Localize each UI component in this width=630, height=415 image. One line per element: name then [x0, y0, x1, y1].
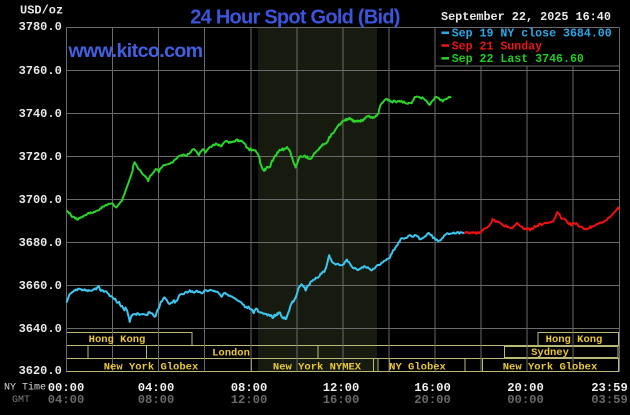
svg-text:04:00: 04:00 — [138, 381, 175, 395]
svg-text:www.kitco.com: www.kitco.com — [68, 40, 203, 62]
svg-text:New York Globex: New York Globex — [503, 361, 598, 373]
svg-text:23:59: 23:59 — [591, 381, 628, 395]
svg-text:08:00: 08:00 — [138, 393, 175, 407]
svg-text:GMT: GMT — [12, 395, 30, 406]
svg-text:3760.0: 3760.0 — [19, 64, 62, 78]
svg-text:NY Globex: NY Globex — [389, 361, 446, 373]
svg-text:USD/oz: USD/oz — [20, 4, 63, 18]
svg-text:New York Globex: New York Globex — [104, 361, 199, 373]
svg-text:Sep 21 Sunday: Sep 21 Sunday — [452, 40, 542, 53]
svg-text:04:00: 04:00 — [48, 393, 85, 407]
svg-text:New York NYMEX: New York NYMEX — [273, 361, 362, 373]
svg-text:Sep 19 NY close 3684.00: Sep 19 NY close 3684.00 — [452, 28, 612, 41]
svg-text:16:00: 16:00 — [414, 381, 451, 395]
svg-text:Hong Kong: Hong Kong — [546, 334, 603, 346]
svg-text:3740.0: 3740.0 — [19, 107, 62, 121]
svg-text:3700.0: 3700.0 — [19, 193, 62, 207]
svg-text:16:00: 16:00 — [323, 393, 360, 407]
svg-text:Sep 22 Last 3746.60: Sep 22 Last 3746.60 — [452, 53, 584, 66]
svg-text:00:00: 00:00 — [48, 381, 85, 395]
svg-text:12:00: 12:00 — [231, 393, 268, 407]
svg-text:00:00: 00:00 — [507, 393, 544, 407]
svg-text:08:00: 08:00 — [231, 381, 268, 395]
svg-text:3660.0: 3660.0 — [19, 279, 62, 293]
svg-text:London: London — [212, 348, 250, 360]
svg-text:3680.0: 3680.0 — [19, 236, 62, 250]
svg-text:Sydney: Sydney — [531, 347, 570, 359]
svg-text:03:59: 03:59 — [591, 393, 628, 407]
svg-text:3720.0: 3720.0 — [19, 150, 62, 164]
svg-text:NY Time: NY Time — [4, 382, 46, 394]
svg-text:September 22, 2025 16:40: September 22, 2025 16:40 — [441, 10, 611, 24]
svg-text:24 Hour Spot Gold (Bid): 24 Hour Spot Gold (Bid) — [190, 7, 399, 29]
svg-text:3640.0: 3640.0 — [19, 322, 62, 336]
svg-text:3780.0: 3780.0 — [19, 20, 62, 34]
svg-text:20:00: 20:00 — [507, 381, 544, 395]
svg-text:12:00: 12:00 — [323, 381, 360, 395]
svg-text:Hong Kong: Hong Kong — [89, 334, 146, 346]
svg-text:20:00: 20:00 — [414, 393, 451, 407]
svg-text:3620.0: 3620.0 — [19, 364, 62, 378]
